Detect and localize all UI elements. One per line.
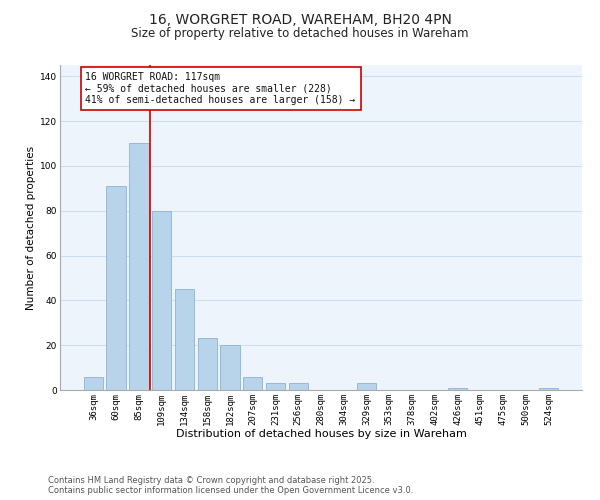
Y-axis label: Number of detached properties: Number of detached properties [26,146,36,310]
X-axis label: Distribution of detached houses by size in Wareham: Distribution of detached houses by size … [176,429,466,439]
Bar [243,376,262,390]
Bar [175,289,194,390]
Bar [152,210,172,390]
Bar [289,384,308,390]
Bar [357,384,376,390]
Bar [106,186,126,390]
Text: 16 WORGRET ROAD: 117sqm
← 59% of detached houses are smaller (228)
41% of semi-d: 16 WORGRET ROAD: 117sqm ← 59% of detache… [85,72,356,105]
Bar [197,338,217,390]
Text: 16, WORGRET ROAD, WAREHAM, BH20 4PN: 16, WORGRET ROAD, WAREHAM, BH20 4PN [149,12,451,26]
Bar [266,384,285,390]
Text: Size of property relative to detached houses in Wareham: Size of property relative to detached ho… [131,28,469,40]
Bar [220,345,239,390]
Bar [84,376,103,390]
Text: Contains HM Land Registry data © Crown copyright and database right 2025.: Contains HM Land Registry data © Crown c… [48,476,374,485]
Bar [539,388,558,390]
Text: Contains public sector information licensed under the Open Government Licence v3: Contains public sector information licen… [48,486,413,495]
Bar [129,144,149,390]
Bar [448,388,467,390]
